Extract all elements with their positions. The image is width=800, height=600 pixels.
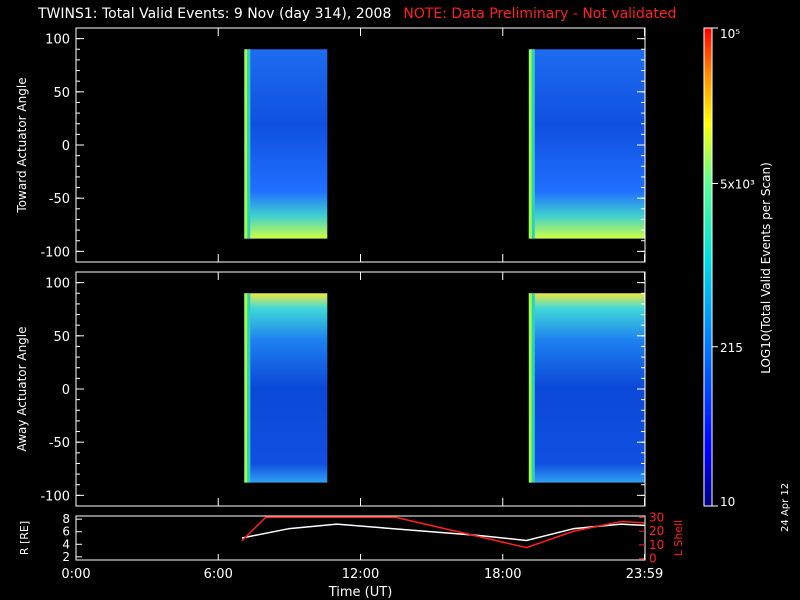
heatmap-edge bbox=[531, 293, 535, 483]
colorbar-tick-label: 5x10³ bbox=[720, 177, 755, 191]
heatmap-edge bbox=[531, 49, 535, 239]
ephemeris-frame bbox=[75, 515, 646, 561]
heatmap-block bbox=[528, 49, 645, 239]
heatmap-edge bbox=[244, 49, 248, 239]
x-tick-label: 0:00 bbox=[61, 567, 90, 582]
y-axis-label: Toward Actuator Angle bbox=[15, 77, 29, 213]
l-shell-series-line bbox=[241, 516, 645, 549]
title-text: TWINS1: Total Valid Events: 9 Nov (day 3… bbox=[38, 6, 392, 22]
colorbar-tick-label: 10 bbox=[720, 495, 735, 509]
colorbar-tick-label: 215 bbox=[720, 341, 743, 355]
r-tick-label: 4 bbox=[62, 537, 70, 551]
x-tick-label: 6:00 bbox=[204, 567, 233, 582]
y-tick-label: -50 bbox=[49, 436, 70, 451]
x-tick-label: 23:59 bbox=[626, 567, 663, 582]
y-tick-label: 0 bbox=[62, 139, 70, 154]
x-axis-label: Time (UT) bbox=[328, 585, 393, 600]
y-tick-label: 50 bbox=[53, 86, 70, 101]
colorbar-ticks: 10⁵ 5x10³ 215 10 bbox=[712, 27, 755, 509]
l-shell-tick-label: 10 bbox=[649, 538, 664, 552]
heatmap-edge bbox=[528, 293, 532, 483]
l-shell-axis-label: L Shell bbox=[672, 520, 685, 556]
y-tick-label: -100 bbox=[40, 489, 70, 504]
heatmap-block bbox=[244, 293, 328, 483]
y-tick-label: 100 bbox=[45, 277, 70, 292]
date-stamp: 24 Apr 12 bbox=[780, 482, 791, 532]
heatmap-edge bbox=[528, 49, 532, 239]
r-tick-label: 2 bbox=[62, 550, 70, 564]
l-shell-tick-label: 20 bbox=[649, 524, 664, 538]
heatmap-edge bbox=[244, 293, 248, 483]
heatmap-block bbox=[244, 49, 328, 239]
r-tick-label: 6 bbox=[62, 525, 70, 539]
x-tick-label: 12:00 bbox=[342, 567, 379, 582]
r-axis-label: R [RE] bbox=[18, 521, 31, 555]
l-shell-tick-label: 30 bbox=[649, 510, 664, 524]
colorbar bbox=[703, 27, 713, 507]
y-tick-label: -50 bbox=[49, 192, 70, 207]
r-tick-label: 8 bbox=[62, 512, 70, 526]
ephemeris-layer bbox=[241, 516, 645, 549]
plot-title: TWINS1: Total Valid Events: 9 Nov (day 3… bbox=[38, 6, 676, 22]
y-tick-label: 0 bbox=[62, 383, 70, 398]
heatmap-layer bbox=[244, 49, 645, 483]
preliminary-note: NOTE: Data Preliminary - Not validated bbox=[403, 6, 677, 22]
y-tick-label: -100 bbox=[40, 245, 70, 260]
colorbar-label: LOG10(Total Valid Events per Scan) bbox=[759, 162, 773, 374]
r-series-line bbox=[241, 523, 645, 542]
y-axis-label: Away Actuator Angle bbox=[15, 326, 29, 451]
heatmap-edge bbox=[247, 49, 251, 239]
y-tick-label: 50 bbox=[53, 330, 70, 345]
heatmap-edge bbox=[247, 293, 251, 483]
y-tick-label: 100 bbox=[45, 33, 70, 48]
colorbar-tick-label: 10⁵ bbox=[720, 27, 740, 41]
l-shell-tick-label: 0 bbox=[649, 552, 657, 566]
x-tick-label: 18:00 bbox=[484, 567, 521, 582]
heatmap-block bbox=[528, 293, 645, 483]
